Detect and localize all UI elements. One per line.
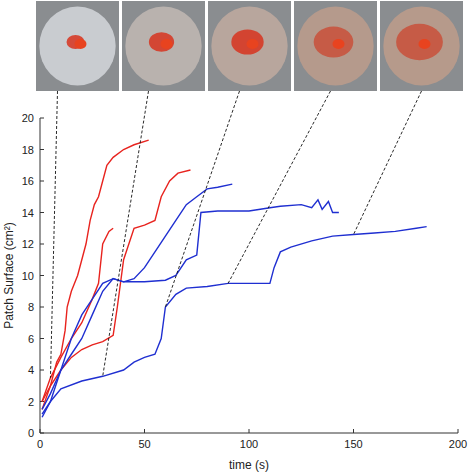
x-tick [40,429,41,433]
y-tick [40,370,44,371]
y-tick [40,433,44,434]
photo-frame [294,1,377,91]
patch [314,27,354,58]
y-tick-label: 20 [22,112,34,124]
patch-core [419,39,431,49]
x-tick-label: 200 [449,438,467,450]
y-tick-label: 2 [28,396,34,408]
series-line [42,228,113,401]
x-tick [249,429,250,433]
y-tick [40,275,44,276]
patch [396,24,443,60]
dish [211,6,287,85]
chart: 0 50 100 150 200 0 2 4 6 8 10 12 14 16 18 20 time (s) Pat… [0,0,468,476]
leader-line [50,91,57,378]
x-tick-label: 50 [138,438,150,450]
y-tick-label: 14 [22,207,34,219]
leader-line [228,91,330,283]
patch-core [75,39,87,49]
y-tick-label: 8 [28,301,34,313]
patch-core [333,39,345,49]
y-tick-label: 10 [22,270,34,282]
series-line [42,200,339,417]
photo-frame [122,1,205,91]
dish [383,6,459,85]
x-tick [353,429,354,433]
y-tick [40,338,44,339]
y-tick-label: 12 [22,238,34,250]
x-tick-label: 100 [240,438,258,450]
x-tick [144,429,145,433]
series-line [42,227,427,414]
y-tick [40,118,44,119]
x-axis-title: time (s) [229,458,269,472]
x-tick-label: 150 [344,438,362,450]
y-tick-label: 6 [28,333,34,345]
leader-line [103,91,149,376]
patch [231,29,263,54]
photo-frame [36,1,119,91]
dish [125,6,201,85]
plot-area [42,140,427,417]
y-tick-label: 4 [28,364,34,376]
y-tick [40,181,44,182]
patch-core [247,39,259,49]
y-tick [40,307,44,308]
y-tick-label: 18 [22,144,34,156]
photo-frame [380,1,463,91]
leader-line [354,91,422,235]
dish [297,6,373,85]
dish [39,6,115,85]
x-tick-label: 0 [37,438,43,450]
photo-frame [208,1,291,91]
leader-line [165,91,239,307]
patch [149,32,174,52]
patch-core [161,39,173,49]
y-tick [40,149,44,150]
series-line [42,184,232,409]
y-tick [40,212,44,213]
y-tick-label: 16 [22,175,34,187]
y-axis-title: Patch Surface (cm²) [2,222,16,329]
y-tick-label: 0 [28,427,34,439]
x-tick [458,429,459,433]
y-tick [40,244,44,245]
